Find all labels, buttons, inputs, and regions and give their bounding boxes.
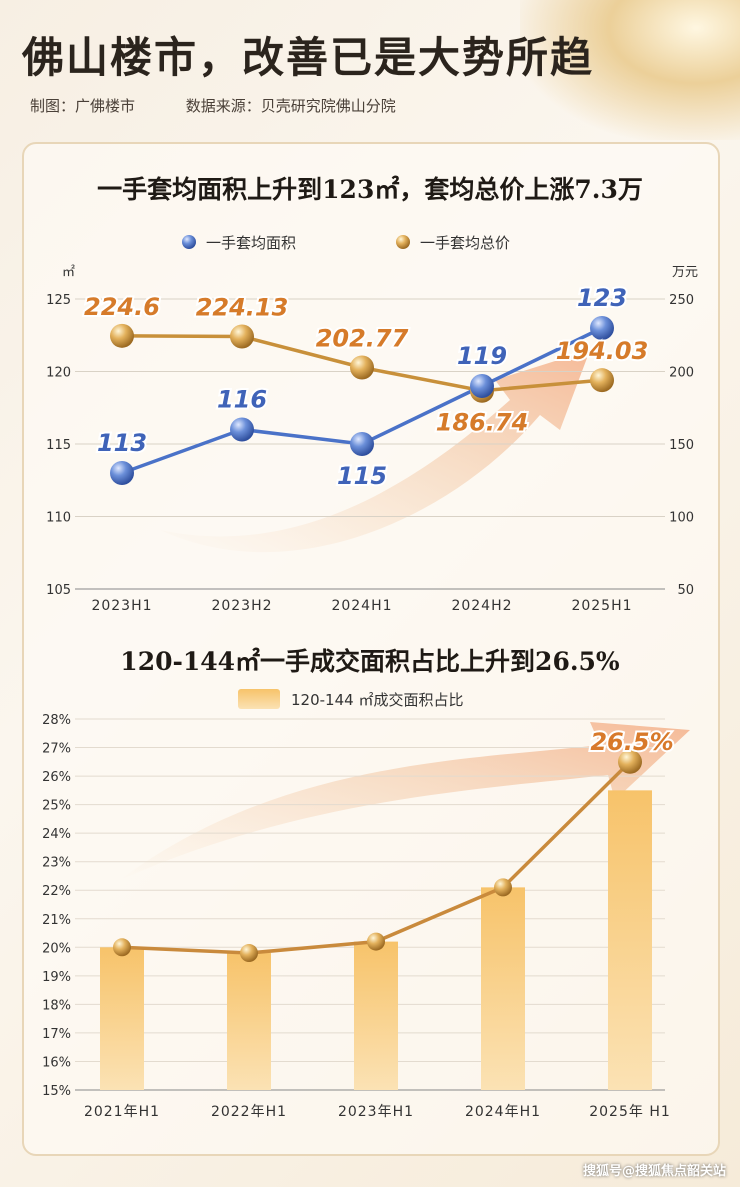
chart2-y-tick: 21% bbox=[42, 913, 71, 928]
chart2-y-tick: 25% bbox=[42, 799, 71, 814]
area-value-label: 119 bbox=[457, 342, 507, 370]
legend-area-marker bbox=[182, 235, 196, 249]
area-value-label: 116 bbox=[217, 386, 267, 414]
price-value-label: 224.13 bbox=[196, 294, 289, 322]
chart1-left-tick: 105 bbox=[46, 583, 71, 598]
price-point bbox=[230, 324, 254, 349]
source-text: 数据来源：贝壳研究院佛山分院 bbox=[185, 97, 396, 115]
chart1-left-tick: 125 bbox=[46, 293, 71, 308]
legend-price-label: 一手套均总价 bbox=[420, 234, 510, 252]
bar bbox=[100, 947, 144, 1090]
chart1-title: 一手套均面积上升到123㎡，套均总价上涨7.3万 bbox=[97, 175, 643, 204]
price-value-label: 202.77 bbox=[316, 324, 409, 352]
decor-arrow-bottom bbox=[120, 722, 690, 880]
chart2-y-tick: 16% bbox=[42, 1055, 71, 1070]
area-point bbox=[230, 417, 254, 442]
chart2-y-tick: 27% bbox=[42, 742, 71, 757]
price-point bbox=[110, 323, 134, 348]
area-value-label: 113 bbox=[97, 429, 147, 457]
chart2-y-tick: 19% bbox=[42, 970, 71, 985]
chart1-left-tick: 110 bbox=[46, 511, 71, 526]
bar bbox=[608, 790, 652, 1090]
area-point bbox=[350, 432, 374, 456]
highlight-value-label: 26.5% bbox=[590, 728, 673, 756]
chart1-category-label: 2024H1 bbox=[331, 598, 392, 614]
legend-bar-marker bbox=[238, 689, 280, 709]
chart1-category-label: 2025H1 bbox=[571, 598, 632, 614]
chart1-category-label: 2023H1 bbox=[91, 598, 152, 614]
chart2-category-label: 2021年H1 bbox=[84, 1104, 160, 1120]
chart1-category-label: 2024H2 bbox=[451, 598, 512, 614]
share-point bbox=[494, 878, 512, 897]
chart1-right-tick: 250 bbox=[669, 293, 694, 308]
gold-decoration bbox=[520, 0, 740, 140]
chart2-y-tick: 23% bbox=[42, 856, 71, 871]
area-point bbox=[590, 316, 614, 340]
page-title: 佛山楼市，改善已是大势所趋 bbox=[22, 33, 595, 82]
chart1-left-tick: 115 bbox=[46, 438, 71, 453]
chart2-y-tick: 20% bbox=[42, 941, 71, 956]
share-point bbox=[367, 932, 385, 951]
chart2-y-tick: 15% bbox=[42, 1084, 71, 1099]
bar bbox=[354, 941, 398, 1090]
area-value-label: 115 bbox=[337, 462, 387, 490]
chart1-category-label: 2023H2 bbox=[211, 598, 272, 614]
area-value-label: 123 bbox=[577, 284, 627, 312]
legend-area-label: 一手套均面积 bbox=[206, 234, 296, 252]
chart2-category-label: 2023年H1 bbox=[338, 1104, 414, 1120]
chart2-y-tick: 22% bbox=[42, 884, 71, 899]
watermark: 搜狐号@搜狐焦点韶关站 bbox=[582, 1164, 726, 1179]
subtitle: 制图：广佛楼市 数据来源：贝壳研究院佛山分院 bbox=[30, 95, 396, 116]
right-axis-unit: 万元 bbox=[672, 265, 698, 280]
chart2-category-label: 2025年 H1 bbox=[589, 1104, 671, 1120]
chart2-title: 120-144㎡一手成交面积占比上升到26.5% bbox=[120, 647, 620, 676]
chart2-category-label: 2024年H1 bbox=[465, 1104, 541, 1120]
chart1-points bbox=[110, 316, 614, 485]
chart1-ticks: 125 120 115 110 105 250 200 150 100 50 bbox=[46, 293, 694, 598]
chart2-categories: 2021年H1 2022年H1 2023年H1 2024年H1 2025年 H1 bbox=[84, 1104, 671, 1120]
share-point bbox=[240, 944, 258, 963]
price-value-label: 194.03 bbox=[556, 337, 649, 365]
chart1-right-tick: 50 bbox=[677, 583, 694, 598]
chart1-right-tick: 100 bbox=[669, 511, 694, 526]
price-value-label: 186.74 bbox=[436, 409, 529, 437]
chart1-right-tick: 200 bbox=[669, 366, 694, 381]
chart2-y-tick: 18% bbox=[42, 998, 71, 1013]
legend-bar-label: 120-144 ㎡成交面积占比 bbox=[291, 691, 463, 709]
price-point bbox=[350, 355, 374, 380]
bar bbox=[227, 953, 271, 1090]
chart1-categories: 2023H1 2023H2 2024H1 2024H2 2025H1 bbox=[91, 598, 632, 614]
decor-arrow-top bbox=[160, 350, 590, 553]
chart1-left-tick: 120 bbox=[46, 366, 71, 381]
credit-text: 制图：广佛楼市 bbox=[30, 97, 136, 115]
area-point bbox=[470, 374, 494, 398]
chart2-category-label: 2022年H1 bbox=[211, 1104, 287, 1120]
bar bbox=[481, 887, 525, 1090]
legend-price-marker bbox=[396, 235, 410, 249]
price-point bbox=[590, 368, 614, 393]
left-axis-unit: ㎡ bbox=[62, 265, 75, 280]
share-point bbox=[113, 938, 131, 957]
price-value-label: 224.6 bbox=[84, 293, 160, 321]
area-point bbox=[110, 461, 134, 485]
chart2-y-tick: 17% bbox=[42, 1027, 71, 1042]
chart2-points bbox=[113, 749, 642, 963]
chart2-y-tick: 24% bbox=[42, 827, 71, 842]
chart2-ticks: 28% 27% 26% 25% 24% 23% 22% 21% 20% 19% 18% 17% 16% 1… bbox=[42, 713, 71, 1099]
chart2-y-tick: 28% bbox=[42, 713, 71, 728]
chart1-right-tick: 150 bbox=[669, 438, 694, 453]
share-point bbox=[618, 749, 642, 774]
chart1-labels: 224.6 224.13 202.77 186.74 194.03 113 116 115 11… bbox=[82, 282, 650, 492]
chart2-y-tick: 26% bbox=[42, 770, 71, 785]
chart2-bars bbox=[100, 790, 652, 1090]
